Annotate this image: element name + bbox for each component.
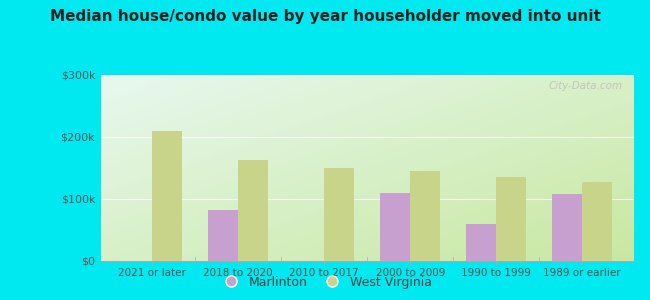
Bar <box>466 224 496 261</box>
Bar <box>324 168 354 261</box>
Text: City-Data.com: City-Data.com <box>549 81 623 91</box>
Bar <box>152 131 183 261</box>
Bar <box>380 193 410 261</box>
Bar <box>496 177 526 261</box>
Text: Median house/condo value by year householder moved into unit: Median house/condo value by year househo… <box>49 9 601 24</box>
Legend: Marlinton, West Virginia: Marlinton, West Virginia <box>213 271 437 294</box>
Bar <box>552 194 582 261</box>
Bar <box>410 171 440 261</box>
Bar <box>208 210 239 261</box>
Bar <box>239 160 268 261</box>
Bar <box>582 182 612 261</box>
